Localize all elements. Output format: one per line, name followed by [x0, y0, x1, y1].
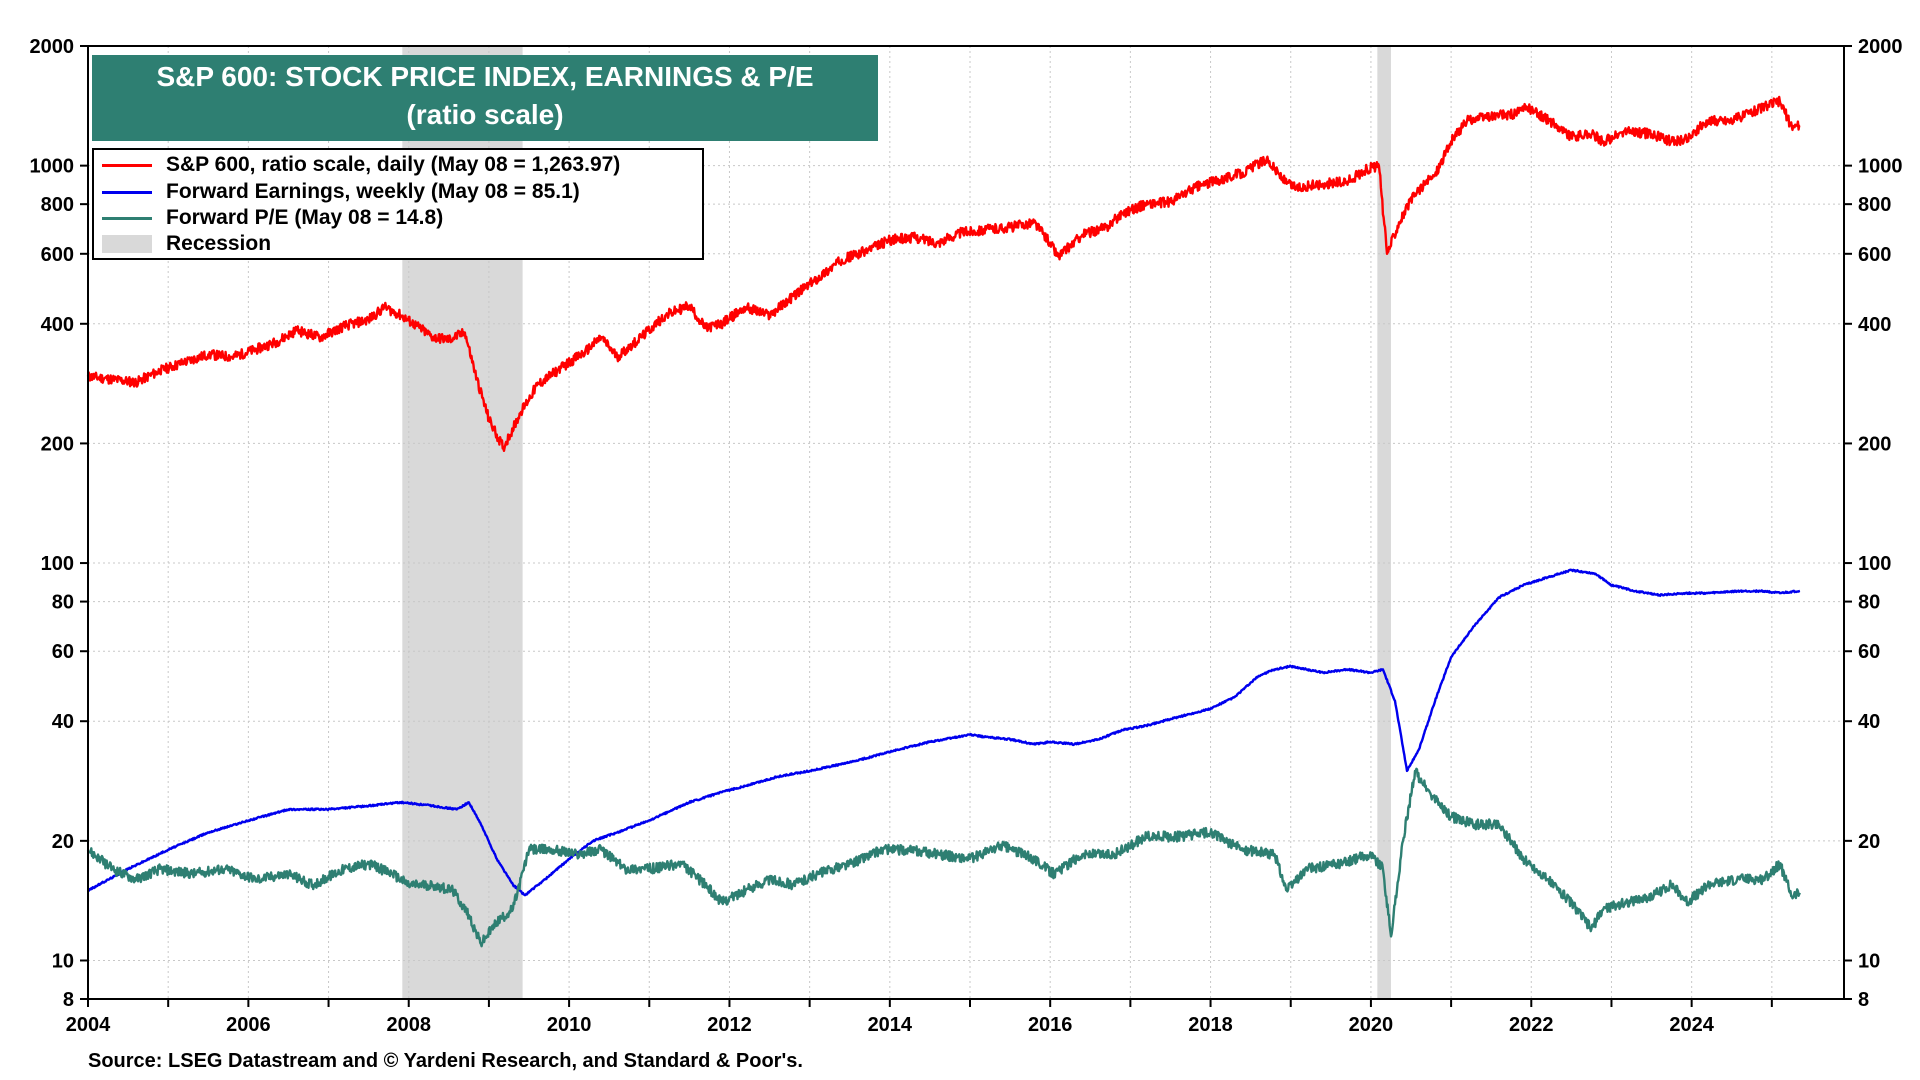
legend-label-sp600: S&P 600, ratio scale, daily (May 08 = 1,…: [166, 153, 621, 176]
chart-subtitle: (ratio scale): [406, 99, 564, 130]
y-tick-label-right: 80: [1858, 592, 1880, 614]
y-tick-label-left: 400: [41, 314, 74, 336]
y-tick-label-left: 20: [52, 831, 74, 853]
y-tick-label-right: 8: [1858, 989, 1869, 1011]
y-tick-label-right: 60: [1858, 641, 1880, 663]
legend-item-forward-earnings: Forward Earnings, weekly (May 08 = 85.1): [94, 179, 580, 205]
legend: S&P 600, ratio scale, daily (May 08 = 1,…: [92, 148, 704, 260]
x-tick-label: 2018: [1188, 1014, 1233, 1036]
y-tick-label-left: 600: [41, 244, 74, 266]
y-tick-label-left: 100: [41, 553, 74, 575]
y-tick-label-right: 800: [1858, 194, 1891, 216]
legend-item-recession: Recession: [94, 231, 271, 257]
series-layer: [86, 95, 1801, 948]
x-tick-label: 2010: [547, 1014, 592, 1036]
grid-layer: [87, 45, 1844, 1000]
chart-title-box: S&P 600: STOCK PRICE INDEX, EARNINGS & P…: [92, 55, 878, 141]
y-tick-label-right: 100: [1858, 553, 1891, 575]
y-tick-label-left: 2000: [30, 36, 75, 58]
y-tick-label-right: 10: [1858, 950, 1880, 972]
series-line-s-p-600: [86, 95, 1801, 452]
series-line-forward-earnings: [87, 568, 1801, 897]
y-tick-label-left: 80: [52, 592, 74, 614]
y-tick-label-left: 10: [52, 950, 74, 972]
axis-layer: 2000100080060040020010080604020108200010…: [30, 36, 1903, 1036]
y-tick-label-left: 60: [52, 641, 74, 663]
legend-swatch-recession: [102, 235, 152, 253]
recession-band-1: [1377, 46, 1391, 999]
x-tick-label: 2006: [226, 1014, 271, 1036]
y-tick-label-left: 1000: [30, 156, 75, 178]
x-tick-label: 2012: [707, 1014, 752, 1036]
legend-swatch-forward-earnings: [102, 190, 152, 194]
y-tick-label-left: 8: [63, 989, 74, 1011]
x-tick-label: 2020: [1349, 1014, 1394, 1036]
y-tick-label-left: 800: [41, 194, 74, 216]
y-tick-label-right: 1000: [1858, 156, 1903, 178]
y-tick-label-right: 200: [1858, 433, 1891, 455]
legend-label-forward-pe: Forward P/E (May 08 = 14.8): [166, 206, 444, 229]
x-tick-label: 2022: [1509, 1014, 1554, 1036]
y-tick-label-left: 200: [41, 433, 74, 455]
legend-item-forward-pe: Forward P/E (May 08 = 14.8): [94, 205, 443, 231]
legend-label-forward-earnings: Forward Earnings, weekly (May 08 = 85.1): [166, 180, 580, 203]
legend-item-sp600: S&P 600, ratio scale, daily (May 08 = 1,…: [94, 152, 620, 178]
legend-swatch-forward-pe: [102, 216, 152, 220]
x-tick-label: 2016: [1028, 1014, 1073, 1036]
source-note: Source: LSEG Datastream and © Yardeni Re…: [88, 1050, 803, 1072]
x-tick-label: 2014: [868, 1014, 913, 1036]
y-tick-label-right: 2000: [1858, 36, 1903, 58]
y-tick-label-right: 400: [1858, 314, 1891, 336]
chart-title: S&P 600: STOCK PRICE INDEX, EARNINGS & P…: [156, 61, 814, 92]
y-tick-label-right: 40: [1858, 711, 1880, 733]
legend-label-recession: Recession: [166, 232, 272, 255]
series-line-forward-p-e: [86, 767, 1801, 948]
x-tick-label: 2004: [66, 1014, 111, 1036]
plot-frame: [87, 45, 1845, 1000]
y-tick-label-right: 600: [1858, 244, 1891, 266]
y-tick-label-right: 20: [1858, 831, 1880, 853]
x-tick-label: 2008: [386, 1014, 431, 1036]
legend-swatch-sp600: [102, 163, 152, 167]
x-tick-label: 2024: [1669, 1014, 1714, 1036]
y-tick-label-left: 40: [52, 711, 74, 733]
